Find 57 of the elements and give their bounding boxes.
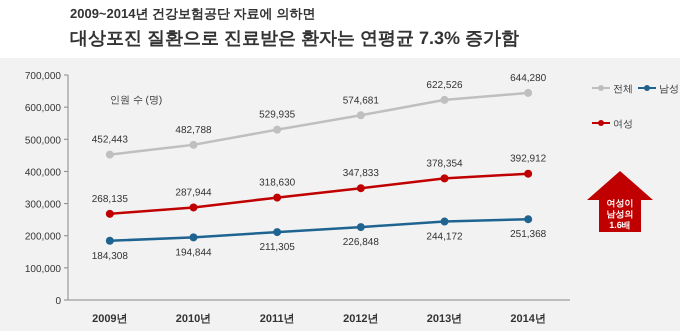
data-label: 482,788: [175, 124, 212, 136]
x-tick-label: 2014년: [510, 313, 546, 325]
y-tick-label: 200,000: [24, 232, 62, 243]
data-label: 622,526: [426, 80, 464, 91]
point: [440, 218, 448, 226]
y-tick-label: 300,000: [24, 200, 62, 211]
data-label: 318,630: [259, 178, 296, 189]
y-axis-title: 인원 수 (명): [110, 95, 162, 106]
point: [524, 215, 532, 224]
point: [190, 140, 198, 149]
point: [524, 88, 532, 97]
chart-title: 대상포진 질환으로 진료받은 환자는 연평균 7.3% 증가함: [70, 28, 520, 48]
legend-label: 남성: [659, 84, 679, 95]
data-label: 287,944: [175, 187, 212, 198]
y-tick-label: 400,000: [24, 167, 62, 178]
y-tick-label: 600,000: [24, 103, 62, 114]
legend-label: 여성: [613, 119, 633, 130]
x-tick-label: 2013년: [426, 313, 462, 325]
point: [273, 126, 282, 134]
data-label: 452,443: [92, 134, 128, 146]
y-tick-label: 500,000: [24, 135, 62, 146]
y-tick-label: 100,000: [24, 264, 62, 275]
point: [273, 194, 282, 202]
y-tick-label: 0: [55, 296, 62, 307]
data-label: 194,844: [175, 247, 212, 258]
point: [440, 96, 448, 104]
data-label: 184,308: [92, 250, 128, 262]
point: [524, 170, 532, 178]
chart-subtitle: 2009~2014년 건강보험공단 자료에 의하면: [70, 6, 316, 21]
point: [356, 111, 365, 120]
data-label: 574,681: [342, 95, 380, 106]
point: [273, 228, 282, 236]
data-label: 378,354: [426, 158, 464, 170]
data-label: 226,848: [342, 237, 380, 248]
legend-label: 전체: [613, 84, 633, 95]
point: [356, 223, 365, 232]
data-label: 211,305: [259, 242, 296, 254]
data-label: 268,135: [92, 194, 128, 205]
point: [190, 233, 198, 242]
x-tick-label: 2011년: [260, 313, 295, 325]
point: [106, 150, 114, 159]
point: [440, 174, 448, 182]
x-tick-label: 2009년: [92, 313, 128, 325]
point: [190, 203, 198, 212]
text: 여성이 남성의 1.6배: [606, 198, 634, 230]
data-label: 529,935: [259, 110, 296, 121]
data-label: 347,833: [342, 168, 380, 180]
data-label: 244,172: [426, 232, 464, 243]
x-tick-label: 2012년: [343, 313, 379, 325]
data-label: 251,368: [510, 229, 547, 240]
y-tick-label: 700,000: [24, 71, 62, 82]
point: [356, 184, 365, 192]
x-tick-label: 2010년: [176, 313, 212, 325]
data-label: 644,280: [510, 72, 547, 84]
point: [106, 210, 114, 218]
point: [106, 236, 114, 245]
data-label: 392,912: [510, 154, 547, 165]
